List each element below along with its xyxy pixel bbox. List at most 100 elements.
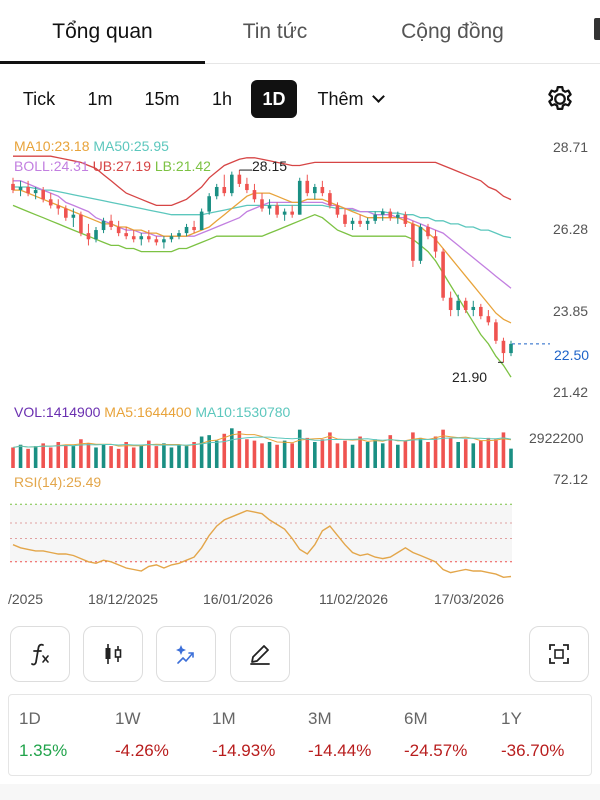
high-price-label: 28.15 [252,158,288,174]
fullscreen-button[interactable] [529,626,589,682]
candle-body [365,220,370,224]
indicator-fx-button[interactable] [10,626,70,682]
candle-body [48,199,53,206]
candle-body [358,220,362,224]
candle-body [463,300,468,311]
tab-overflow-edge[interactable] [594,18,600,40]
candle-body [328,193,332,206]
candle-body [41,190,45,200]
low-price-label: 21.90 [452,369,488,385]
rsi-legend: RSI(14):25.49 [14,474,102,490]
volume-max-label: 2922200 [529,430,584,446]
date-tick-label: /2025 [8,591,44,607]
price-tick-label: 28.71 [553,139,589,155]
settings-gear-icon[interactable] [545,84,575,114]
candle-body [184,226,189,234]
volume-bar [403,440,408,468]
volume-bar [282,440,287,468]
candle-body [282,211,287,215]
volume-bar [162,443,166,468]
pencil-icon [250,645,270,665]
candle-body [139,236,144,240]
candle-body [433,236,438,252]
candle-body [252,190,257,200]
volume-bar [290,443,294,468]
draw-tool-button[interactable] [230,626,290,682]
volume-value: VOL:1414900 [14,404,101,420]
rsi-max-label: 72.12 [553,471,589,487]
timeframe-1h[interactable]: 1h [211,88,233,109]
candle-body [350,220,355,224]
volume-bar [169,447,174,468]
period-label-3m: 3M [308,709,332,728]
volume-bar [380,443,385,468]
candle-body [94,230,98,240]
period-label-1d: 1D [19,709,41,728]
candle-body [267,205,272,209]
candle-body [192,226,196,231]
timeframe-more-dropdown[interactable]: Thêm [308,80,392,118]
volume-bar [358,436,362,468]
volume-bar [418,437,423,468]
volume-bar [365,441,370,468]
boll-ub-legend: UB:27.19 [92,158,151,174]
date-tick-label: 11/02/2026 [319,591,389,607]
volume-bar [214,440,219,468]
tab-news[interactable]: Tin tức [242,20,308,43]
volume-bar [373,439,377,468]
candle-body [131,236,136,240]
candle-body [237,174,242,184]
ai-drawing-button[interactable] [156,626,216,682]
date-tick-label: 17/03/2026 [434,591,505,607]
volume-bar [328,432,332,468]
volume-bar [509,448,513,468]
candle-body [335,205,340,215]
candle-body [56,205,61,209]
candle-body [479,306,483,317]
timeframe-1d[interactable]: 1D [251,80,297,118]
volume-bar [101,444,106,468]
fx-indicator-icon [31,643,49,666]
volume-bar [456,441,460,468]
volume-bar [320,439,325,468]
timeframe-tick[interactable]: Tick [22,88,56,109]
price-chart[interactable] [0,130,600,610]
boll-legend: BOLL:24.31 UB:27.19 LB:21.42 [14,158,211,174]
volume-bar [79,439,83,468]
candle-body [501,340,506,354]
volume-bar [313,441,317,468]
volume-bar [86,443,91,468]
volume-ma10-legend: MA10:1530780 [195,404,291,420]
candle-body [79,214,83,234]
boll-upper-line [13,155,512,207]
candlestick-icon [105,644,122,664]
candle-body [418,226,423,261]
date-tick-label: 16/01/2026 [203,591,274,607]
candle-body [18,186,23,191]
candle-body [230,174,234,194]
volume-bar [252,440,257,468]
volume-bar [486,437,491,468]
candle-body [260,199,264,209]
volume-bar [350,444,355,468]
candle-body [101,220,106,231]
timeframe-1m[interactable]: 1m [87,88,113,109]
volume-bar [426,441,430,468]
candle-body [388,211,393,218]
candle-body [411,223,415,261]
timeframe-15m[interactable]: 15m [144,88,180,109]
volume-bar [411,432,415,468]
volume-ma10-line [12,436,512,448]
tab-community[interactable]: Cộng đồng [401,20,504,43]
candle-body [380,211,385,215]
candle-body [214,186,219,197]
candle-body [297,180,302,215]
candle-body [403,214,408,224]
candle-body [343,214,347,224]
period-label-1m: 1M [212,709,236,728]
volume-bar [48,447,53,468]
tab-overview[interactable]: Tổng quan [52,20,153,43]
candle-body [169,236,174,240]
volume-bar [33,446,38,468]
chart-type-button[interactable] [83,626,143,682]
